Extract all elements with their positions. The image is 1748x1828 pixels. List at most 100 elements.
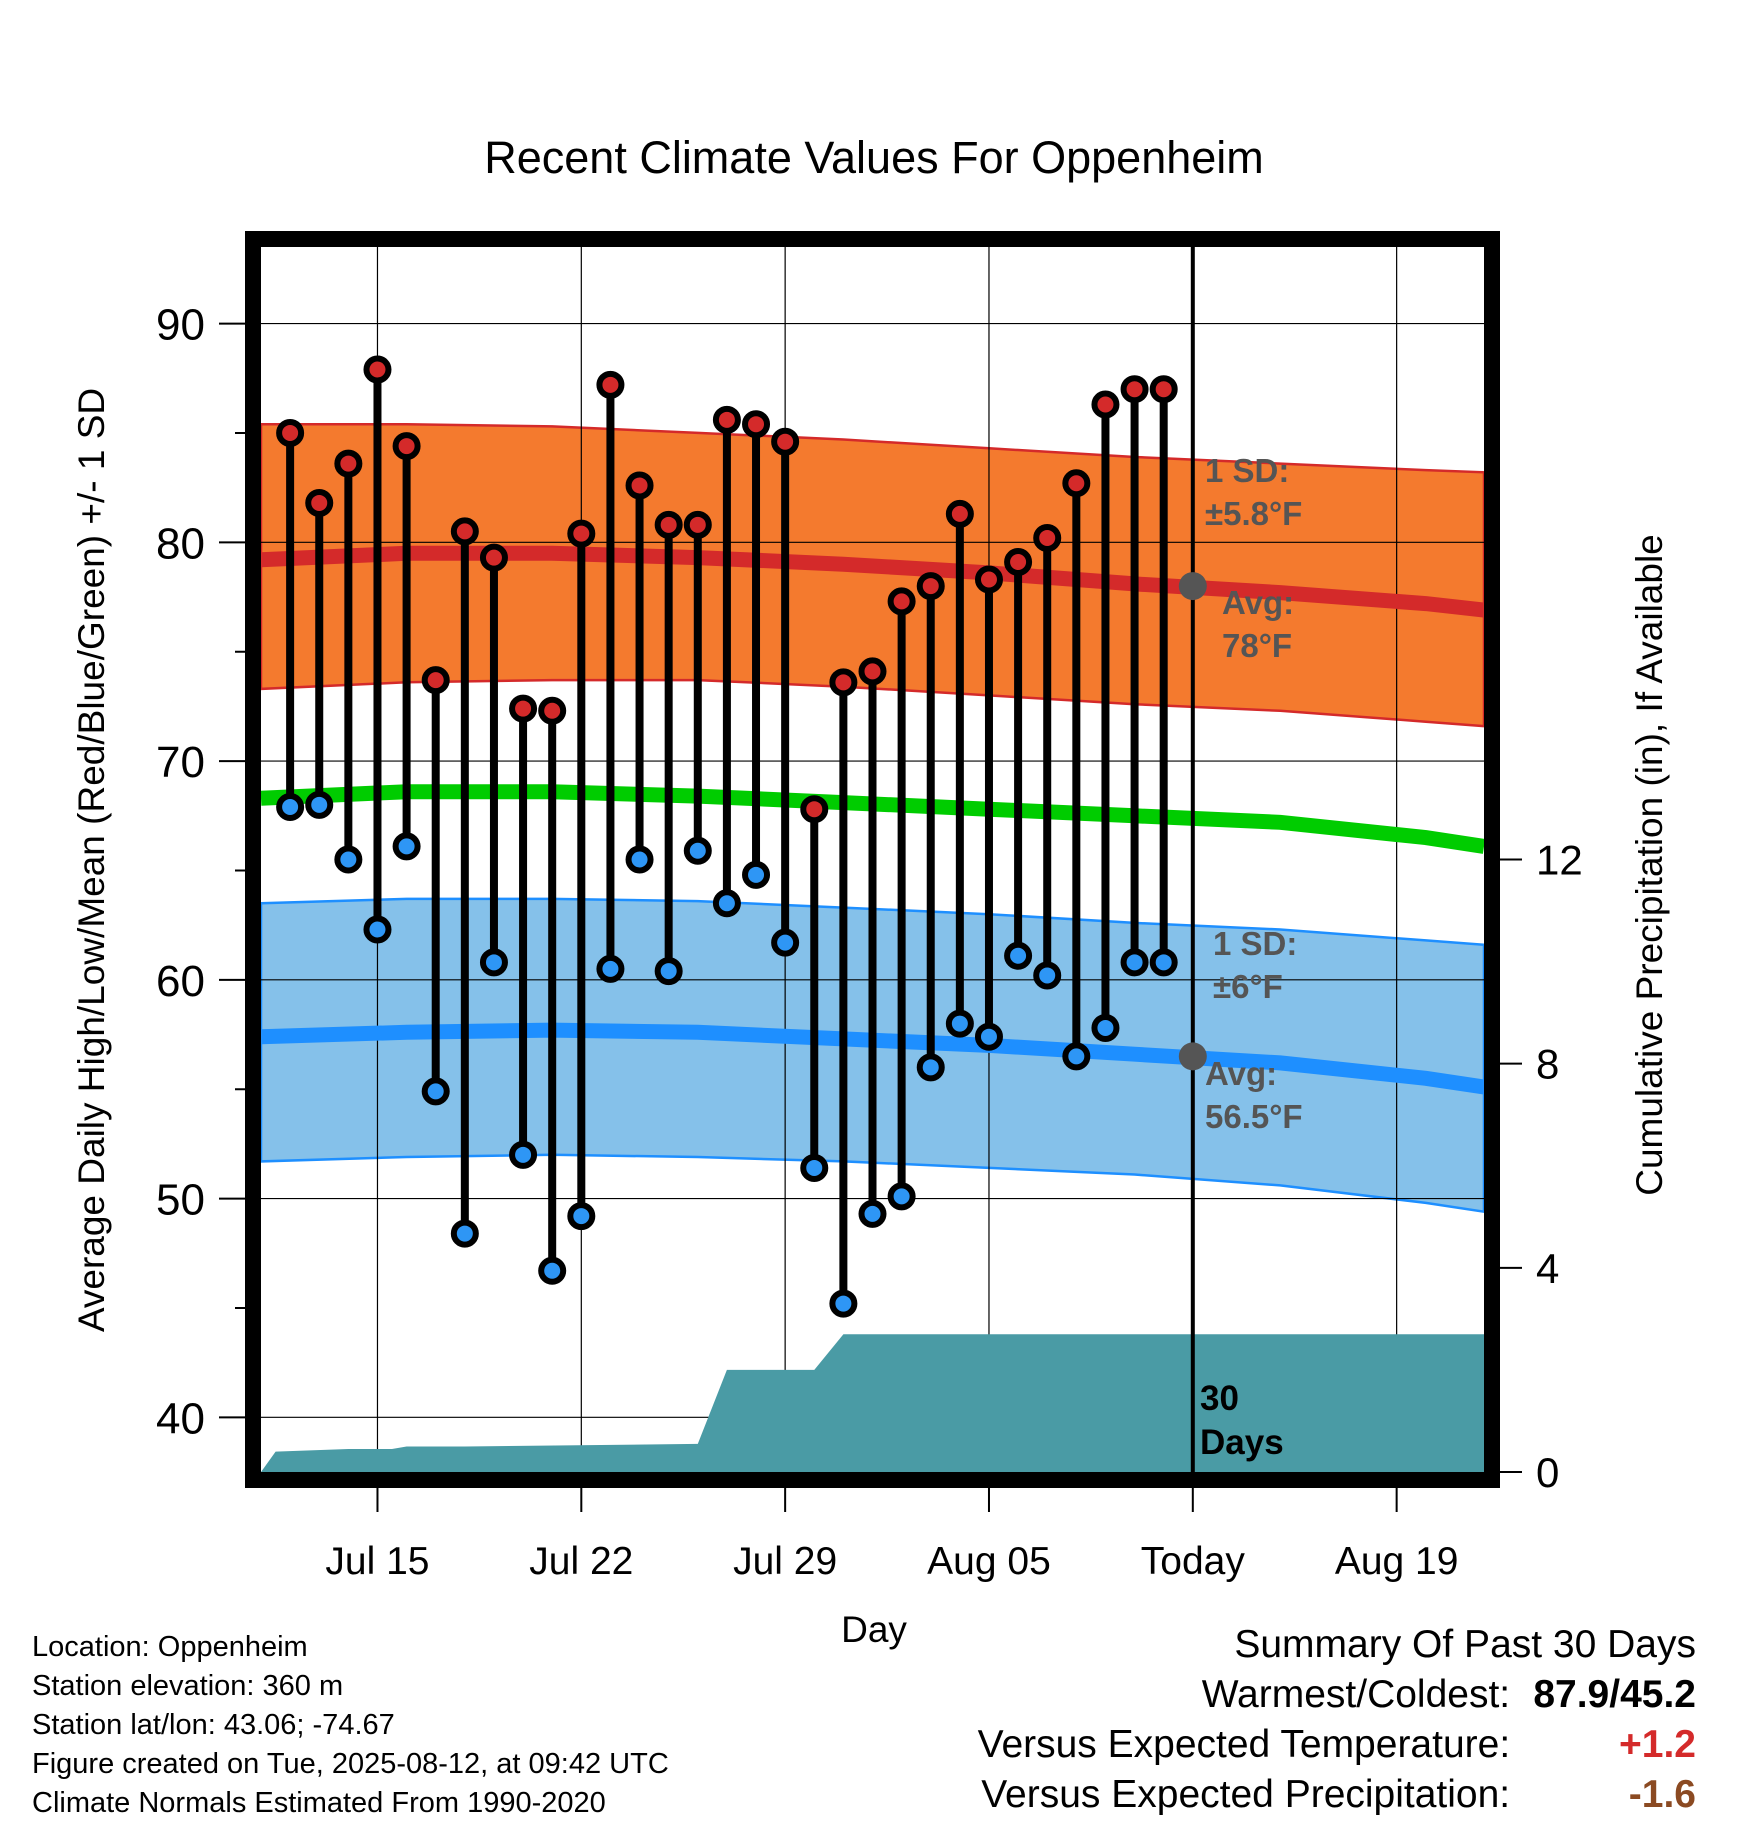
y-tick-label: 60 bbox=[156, 957, 205, 1006]
temp-value: +1.2 bbox=[1619, 1723, 1696, 1766]
low-temp-point bbox=[712, 889, 741, 918]
low-temp-point bbox=[887, 1182, 916, 1211]
high-temp-point bbox=[974, 565, 1003, 594]
plot-area: 1 SD: ±5.8°F Avg: 78°F 1 SD: ±6°F Avg: 56.5°F 30… bbox=[156, 231, 1583, 1583]
high-temp-point bbox=[625, 471, 654, 500]
high-temp-point bbox=[916, 572, 945, 601]
low-temp-point bbox=[1062, 1042, 1091, 1071]
low-temp-point bbox=[771, 928, 800, 957]
chart-title: Recent Climate Values For Oppenheim bbox=[484, 132, 1264, 183]
low-temp-point bbox=[683, 836, 712, 865]
precip-value: -1.6 bbox=[1628, 1773, 1696, 1816]
low-avg-annotation-line2: 56.5°F bbox=[1205, 1098, 1303, 1135]
x-tick-label: Aug 19 bbox=[1335, 1540, 1459, 1583]
high-temp-point bbox=[363, 355, 392, 384]
high-temp-point bbox=[800, 795, 829, 824]
high-temp-point bbox=[1120, 375, 1149, 404]
y-axis-label-right: Cumulative Precipitation (in), If Availa… bbox=[1629, 534, 1670, 1196]
high-temp-point bbox=[334, 449, 363, 478]
high-avg-today-marker bbox=[1178, 572, 1207, 601]
low-temp-point bbox=[625, 845, 654, 874]
low-temp-point bbox=[509, 1140, 538, 1169]
low-temp-point bbox=[392, 832, 421, 861]
high-sd-annotation-line1: 1 SD: bbox=[1205, 452, 1289, 489]
low-temp-point bbox=[334, 845, 363, 874]
low-temp-point bbox=[596, 954, 625, 983]
warmest-row: Warmest/Coldest: 87.9/45.2 bbox=[978, 1670, 1696, 1720]
high-temp-point bbox=[683, 510, 712, 539]
low-temp-point bbox=[1149, 948, 1178, 977]
high-temp-point bbox=[567, 519, 596, 548]
low-temp-point bbox=[1091, 1013, 1120, 1042]
y-tick-label: 90 bbox=[156, 301, 205, 350]
summary-title: Summary Of Past 30 Days bbox=[1234, 1623, 1696, 1666]
high-temp-point bbox=[509, 694, 538, 723]
avg-mean-line bbox=[260, 784, 1486, 854]
low-sd-annotation-line1: 1 SD: bbox=[1213, 925, 1297, 962]
low-temp-point bbox=[567, 1202, 596, 1231]
low-temp-point bbox=[450, 1219, 479, 1248]
high-temp-point bbox=[450, 517, 479, 546]
high-temp-point bbox=[742, 410, 771, 439]
high-temp-point bbox=[1091, 390, 1120, 419]
high-temp-point bbox=[1062, 469, 1091, 498]
high-temp-point bbox=[1004, 548, 1033, 576]
low-temp-point bbox=[974, 1022, 1003, 1051]
high-temp-point bbox=[712, 405, 741, 434]
low-temp-point bbox=[916, 1053, 945, 1082]
temp-row: Versus Expected Temperature: +1.2 bbox=[978, 1720, 1696, 1770]
high-temp-point bbox=[654, 510, 683, 539]
y-right-tick-label: 8 bbox=[1536, 1041, 1559, 1088]
high-sd-annotation-line2: ±5.8°F bbox=[1205, 495, 1302, 532]
precip-label: Versus Expected Precipitation: bbox=[981, 1773, 1511, 1816]
high-temp-point bbox=[1149, 375, 1178, 404]
low-temp-point bbox=[945, 1009, 974, 1038]
low-sd-annotation-line2: ±6°F bbox=[1213, 968, 1283, 1005]
y-axis-label-left: Average Daily High/Low/Mean (Red/Blue/Gr… bbox=[71, 388, 112, 1332]
x-tick-label: Aug 05 bbox=[927, 1540, 1051, 1583]
high-temp-point bbox=[829, 668, 858, 697]
latlon-text: Station lat/lon: 43.06; -74.67 bbox=[32, 1709, 395, 1741]
low-temp-point bbox=[800, 1153, 829, 1182]
station-info: Location: Oppenheim Station elevation: 3… bbox=[32, 1628, 669, 1823]
high-temp-point bbox=[596, 370, 625, 399]
y-tick-label: 40 bbox=[156, 1394, 205, 1443]
low-temp-point bbox=[1120, 948, 1149, 977]
high-mean-line bbox=[260, 545, 1485, 618]
high-temp-point bbox=[771, 427, 800, 456]
low-temp-point bbox=[421, 1077, 450, 1106]
low-temp-point bbox=[829, 1289, 858, 1318]
high-temp-point bbox=[392, 432, 421, 461]
y-right-tick-label: 0 bbox=[1536, 1449, 1559, 1496]
low-temp-point bbox=[479, 948, 508, 977]
high-temp-point bbox=[305, 488, 334, 517]
precip-row: Versus Expected Precipitation: -1.6 bbox=[978, 1770, 1696, 1820]
x-tick-label: Jul 22 bbox=[529, 1540, 633, 1583]
y-right-tick-label: 4 bbox=[1536, 1245, 1559, 1292]
location-text: Location: Oppenheim bbox=[32, 1631, 308, 1663]
high-temp-point bbox=[276, 418, 305, 447]
y-tick-label: 80 bbox=[156, 519, 205, 568]
x-tick-label: Jul 15 bbox=[325, 1540, 429, 1583]
low-temp-point bbox=[363, 915, 392, 944]
temp-label: Versus Expected Temperature: bbox=[977, 1723, 1511, 1766]
high-temp-point bbox=[858, 657, 887, 686]
today-days-label-line2: Days bbox=[1200, 1423, 1284, 1462]
low-temp-point bbox=[538, 1256, 567, 1285]
high-avg-annotation-line2: 78°F bbox=[1222, 627, 1292, 664]
low-temp-point bbox=[858, 1199, 887, 1228]
high-temp-point bbox=[1033, 523, 1062, 552]
high-avg-annotation-line1: Avg: bbox=[1222, 584, 1294, 621]
today-days-label-line1: 30 bbox=[1200, 1379, 1239, 1418]
high-temp-point bbox=[479, 543, 508, 572]
high-temp-point bbox=[421, 666, 450, 695]
high-temp-point bbox=[887, 587, 916, 616]
x-tick-label: Today bbox=[1141, 1540, 1246, 1583]
x-tick-label: Jul 29 bbox=[733, 1540, 837, 1583]
low-avg-annotation-line1: Avg: bbox=[1205, 1055, 1277, 1092]
low-temp-point bbox=[276, 793, 305, 821]
summary-panel: Summary Of Past 30 Days Warmest/Coldest:… bbox=[978, 1620, 1696, 1820]
y-tick-label: 50 bbox=[156, 1176, 205, 1225]
low-temp-point bbox=[742, 860, 771, 889]
